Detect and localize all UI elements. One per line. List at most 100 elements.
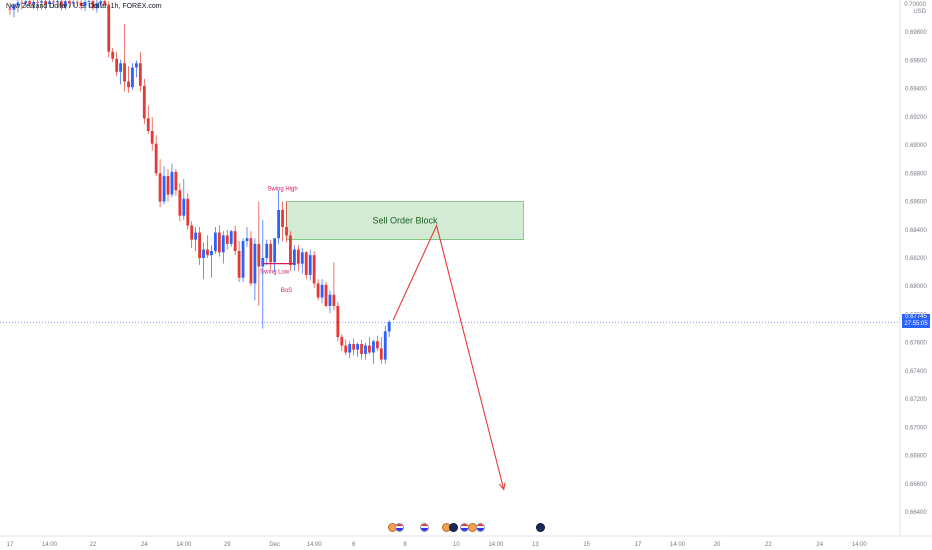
candle-body: [24, 1, 28, 4]
price-tick-label: 0.69400: [905, 87, 927, 93]
candle-body: [174, 171, 178, 191]
candle-body: [131, 67, 134, 88]
candle-body: [71, 1, 75, 4]
chart-annotation: BoS: [281, 288, 292, 294]
candle-body: [28, 1, 32, 4]
candle-body: [166, 176, 170, 195]
candle-body: [20, 2, 24, 4]
candle-body: [285, 226, 288, 236]
time-tick-label: 24: [141, 542, 148, 548]
candle-body: [289, 235, 292, 266]
time-tick-label: 29: [224, 542, 231, 548]
candle-body: [202, 249, 205, 258]
time-tick-label: 24: [816, 542, 823, 548]
candle-body: [372, 341, 375, 353]
candle-body: [170, 171, 174, 195]
candle-body: [241, 241, 245, 278]
candle-body: [324, 284, 328, 306]
candle-body: [265, 243, 269, 258]
time-tick-label: 10: [453, 542, 460, 548]
candle-body: [206, 249, 209, 256]
time-tick-label: 6: [352, 542, 356, 548]
symbol-header: New Zealand Dollar / U.S. Dollar, 1h, FO…: [6, 3, 162, 10]
candle-body: [67, 1, 71, 4]
price-tick-label: 0.68400: [905, 228, 927, 234]
candle-body: [214, 232, 217, 251]
time-tick-label: 14:00: [852, 542, 868, 548]
price-tick-label: 0.69200: [905, 115, 927, 121]
price-tick-label: 0.67200: [905, 397, 927, 403]
candle-body: [364, 345, 367, 354]
candle-body: [198, 232, 201, 258]
candle-body: [352, 344, 356, 350]
candle-body: [79, 2, 83, 7]
nz-event-icon[interactable]: [449, 523, 458, 532]
candle-body: [91, 1, 95, 9]
candle-body: [107, 4, 111, 52]
time-tick-label: 14:00: [42, 542, 58, 548]
price-tick-label: 0.66800: [905, 454, 927, 460]
candle-body: [221, 235, 225, 253]
candle-body: [375, 341, 379, 349]
candle-body: [360, 344, 363, 354]
candle-body: [194, 232, 198, 240]
candle-body: [261, 258, 265, 267]
candle-body: [63, 1, 67, 7]
price-tick-label: 0.66400: [905, 510, 927, 516]
nz-event-icon[interactable]: [536, 523, 545, 532]
candle-body: [8, 8, 12, 10]
candle-body: [217, 232, 221, 253]
candle-body: [269, 243, 273, 263]
price-tick-label: 0.67400: [905, 369, 927, 375]
us-flag-event-icon[interactable]: [395, 523, 404, 532]
time-tick-label: 8: [403, 542, 407, 548]
last-price-value: 0.67745: [905, 314, 927, 320]
candle-body: [182, 198, 186, 216]
candle-body: [356, 344, 359, 350]
candle-body: [32, 1, 36, 5]
candle-body: [12, 5, 16, 10]
order-block-label: Sell Order Block: [372, 216, 438, 226]
candle-body: [237, 250, 241, 278]
price-tick-label: 0.68000: [905, 284, 927, 290]
candle-body: [146, 118, 150, 131]
price-tick-label: 0.67600: [905, 341, 927, 347]
symbol-text: New Zealand Dollar / U.S. Dollar, 1h, FO…: [6, 3, 162, 10]
currency-code: USD: [913, 9, 926, 15]
candle-body: [245, 238, 249, 242]
candle-body: [111, 51, 115, 59]
candle-body: [336, 305, 340, 338]
candle-body: [56, 1, 59, 3]
candle-body: [281, 210, 284, 227]
candle-body: [304, 252, 308, 275]
candle-body: [190, 225, 194, 240]
candle-body: [59, 1, 63, 7]
time-tick-label: 14:00: [488, 542, 504, 548]
candle-body: [249, 238, 253, 284]
us-flag-event-icon[interactable]: [420, 523, 429, 532]
candle-body: [312, 255, 316, 284]
time-tick-label: 14:00: [176, 542, 192, 548]
us-flag-event-icon[interactable]: [476, 523, 485, 532]
candle-body: [320, 284, 324, 298]
candle-body: [158, 173, 162, 202]
time-tick-label: 17: [7, 542, 14, 548]
chart-annotation: Swing Low: [260, 270, 290, 276]
last-price-badge: 0.67745 27:55:05: [902, 314, 930, 328]
candle-body: [138, 63, 142, 86]
candle-body: [328, 294, 332, 306]
time-tick-label: 14:00: [670, 542, 686, 548]
candle-body: [115, 58, 119, 72]
candle-body: [186, 198, 190, 226]
candle-body: [150, 131, 154, 144]
candle-body: [379, 348, 383, 360]
price-tick-label: 0.68800: [905, 171, 927, 177]
price-tick-label: 0.67000: [905, 425, 927, 431]
candle-body: [40, 1, 43, 3]
top-price-label: 0.70000: [904, 2, 926, 8]
candle-body: [123, 63, 126, 82]
price-tick-label: 0.66600: [905, 482, 927, 488]
candle-body: [273, 238, 277, 263]
